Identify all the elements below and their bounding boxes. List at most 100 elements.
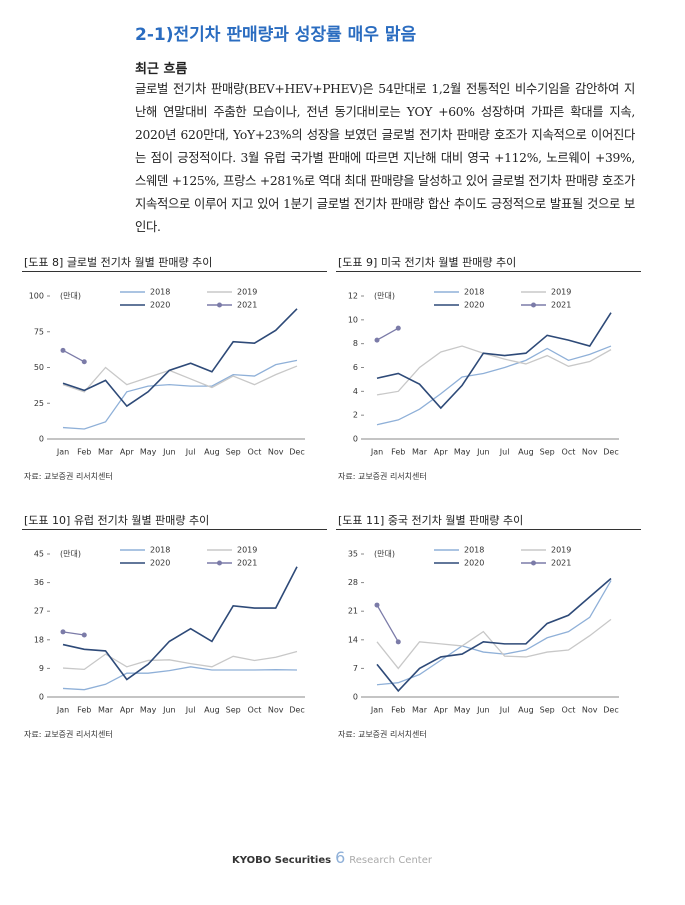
figure-title: [도표 9] 미국 전기차 월별 판매량 추이	[336, 255, 641, 272]
chart: 0 7 14 21 28 35 (만대) Jan Feb Mar Apr May Jun Jul Aug Se…	[348, 546, 619, 715]
heading: 2-1)전기차 판매량과 성장률 매우 맑음	[135, 25, 417, 45]
unit-label: (만대)	[60, 292, 81, 301]
paragraph: 글로벌 전기차 판매량(BEV+HEV+PHEV)은 54만대로 1,2월 전통…	[135, 82, 635, 234]
legend-label: 2018	[464, 546, 484, 555]
x-tick-label: Jan	[370, 706, 383, 715]
y-tick-label: 0	[39, 435, 44, 444]
x-tick-label: Sep	[226, 706, 241, 715]
x-tick-label: Aug	[204, 448, 220, 457]
figure-title: [도표 11] 중국 전기차 월별 판매량 추이	[336, 513, 641, 530]
y-tick-label: 25	[34, 399, 44, 408]
point	[395, 325, 401, 331]
y-tick-label: 8	[353, 339, 358, 348]
chart: 0 2 4 6 8 10 12 (만대) Jan Feb Mar Apr May Jun Jul Aug Sep…	[348, 288, 619, 457]
figure: [도표 11] 중국 전기차 월별 판매량 추이 0 7 14 21 28 35 (만대) Ja…	[336, 513, 641, 753]
figure-source: 자료: 교보증권 리서치센터	[24, 472, 113, 481]
x-tick-label: May	[140, 448, 157, 457]
point	[81, 359, 87, 365]
figure-source: 자료: 교보증권 리서치센터	[338, 730, 427, 739]
x-tick-label: Nov	[582, 706, 598, 715]
y-tick-label: 0	[39, 693, 44, 702]
x-tick-label: Feb	[77, 706, 91, 715]
y-tick-label: 35	[348, 550, 358, 559]
legend-label: 2021	[551, 559, 571, 568]
x-tick-label: Nov	[268, 706, 284, 715]
legend-label: 2018	[150, 288, 170, 297]
y-tick-label: 45	[34, 550, 44, 559]
series-line	[376, 580, 612, 686]
x-tick-label: Feb	[391, 448, 405, 457]
series-line	[376, 327, 399, 341]
x-tick-label: Dec	[603, 706, 618, 715]
x-tick-label: Sep	[540, 448, 555, 457]
series-line	[62, 308, 298, 408]
legend-marker	[531, 560, 536, 566]
series-line	[62, 566, 298, 681]
figure-title: [도표 8] 글로벌 전기차 월별 판매량 추이	[22, 255, 327, 272]
x-tick-label: Jun	[162, 448, 176, 457]
x-tick-label: Nov	[582, 448, 598, 457]
series-line	[62, 631, 85, 636]
x-tick-label: Nov	[268, 448, 284, 457]
legend-label: 2021	[237, 559, 257, 568]
y-tick-label: 12	[348, 292, 358, 301]
y-tick-label: 100	[29, 292, 44, 301]
legend-marker	[217, 302, 222, 308]
figure: [도표 9] 미국 전기차 월별 판매량 추이 0 2 4 6 8 10 12 (만대) Jan F…	[336, 255, 641, 495]
page-number: 6	[335, 848, 346, 867]
x-tick-label: Apr	[120, 706, 135, 715]
x-tick-label: Oct	[562, 448, 576, 457]
legend-label: 2020	[464, 301, 484, 310]
x-tick-label: Oct	[562, 706, 576, 715]
x-tick-label: Feb	[77, 448, 91, 457]
y-tick-label: 50	[34, 363, 44, 372]
x-tick-label: Jul	[499, 706, 510, 715]
legend-label: 2020	[150, 301, 170, 310]
y-tick-label: 4	[353, 387, 358, 396]
y-tick-label: 21	[348, 607, 358, 616]
point	[60, 347, 66, 353]
figure: [도표 10] 유럽 전기차 월별 판매량 추이 0 9 18 27 36 45 (만대) Ja…	[22, 513, 327, 753]
point	[60, 629, 66, 635]
x-tick-label: Aug	[204, 706, 220, 715]
point	[81, 632, 87, 638]
unit-label: (만대)	[60, 550, 81, 559]
legend-marker	[217, 560, 222, 566]
x-tick-label: May	[140, 706, 157, 715]
x-tick-label: Jun	[476, 448, 490, 457]
x-tick-label: Dec	[289, 448, 304, 457]
series-line	[376, 604, 399, 643]
x-tick-label: Sep	[540, 706, 555, 715]
x-tick-label: Oct	[248, 706, 262, 715]
x-tick-label: Dec	[289, 706, 304, 715]
x-tick-label: Apr	[120, 448, 135, 457]
x-tick-label: Oct	[248, 448, 262, 457]
x-tick-label: Jul	[499, 448, 510, 457]
x-tick-label: Aug	[518, 706, 534, 715]
subheading: 최근 흐름	[135, 62, 188, 77]
figure-source: 자료: 교보증권 리서치센터	[338, 472, 427, 481]
x-tick-label: Jul	[185, 448, 196, 457]
y-tick-label: 75	[34, 327, 44, 336]
x-tick-label: Feb	[391, 706, 405, 715]
y-tick-label: 2	[353, 411, 358, 420]
y-tick-label: 10	[348, 315, 358, 324]
x-tick-label: Dec	[603, 448, 618, 457]
figure: [도표 8] 글로벌 전기차 월별 판매량 추이 0 25 50 75 100 (만대) Ja…	[22, 255, 327, 495]
y-tick-label: 6	[353, 363, 358, 372]
chart: 0 25 50 75 100 (만대) Jan Feb Mar Apr May Jun Jul Aug Se…	[29, 288, 305, 457]
x-tick-label: May	[454, 448, 471, 457]
figure-title: [도표 10] 유럽 전기차 월별 판매량 추이	[22, 513, 327, 530]
footer-center: Research Center	[349, 855, 432, 866]
chart: 0 9 18 27 36 45 (만대) Jan Feb Mar Apr May Jun Jul Aug Se…	[34, 546, 305, 715]
figure-source: 자료: 교보증권 리서치센터	[24, 730, 113, 739]
series-line	[376, 312, 612, 410]
series-line	[376, 345, 612, 426]
series-line	[62, 650, 298, 671]
y-tick-label: 7	[353, 664, 358, 673]
point	[374, 602, 380, 608]
x-tick-label: Mar	[412, 448, 428, 457]
y-tick-label: 0	[353, 693, 358, 702]
x-tick-label: Jan	[56, 706, 69, 715]
series-line	[62, 666, 298, 691]
